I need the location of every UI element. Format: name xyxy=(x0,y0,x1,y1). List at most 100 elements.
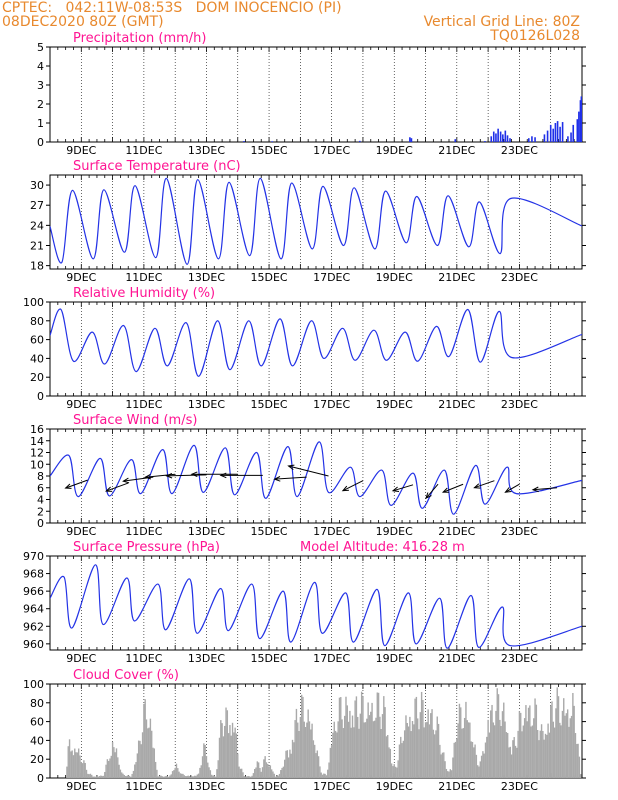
x-tick-label: 17DEC xyxy=(313,144,350,157)
precip-bar xyxy=(531,136,533,142)
wind-arrow-head xyxy=(504,487,512,493)
cloud-bar xyxy=(414,698,416,778)
y-tick-label: 0 xyxy=(37,136,44,149)
cloud-bar xyxy=(427,709,429,778)
cloud-bar xyxy=(432,729,435,778)
wind-arrow xyxy=(474,480,495,489)
cloud-bar xyxy=(523,718,526,778)
cloud-bar xyxy=(388,747,390,778)
cloud-bar xyxy=(148,727,150,778)
cloud-bar xyxy=(503,702,505,778)
cloud-bar xyxy=(513,737,515,778)
precip-bar xyxy=(576,119,579,142)
cloud-bar xyxy=(342,728,345,778)
cloud-bar xyxy=(174,767,176,778)
cloud-bar xyxy=(200,765,202,778)
cloud-bar xyxy=(454,741,457,778)
y-tick-label: 24 xyxy=(30,219,44,232)
precip-bar xyxy=(484,141,486,142)
cloud-bar xyxy=(81,763,84,778)
cloud-bar xyxy=(233,732,235,778)
panel-title: Surface Wind (m/s) xyxy=(73,413,197,428)
cloud-bar xyxy=(518,711,521,778)
cloud-bar xyxy=(439,744,441,778)
cloud-bar xyxy=(158,775,161,778)
cloud-bar xyxy=(437,723,440,778)
cloud-bar xyxy=(156,769,158,778)
cloud-bar xyxy=(548,732,551,778)
cloud-bar xyxy=(218,737,221,778)
precip-bar xyxy=(454,139,457,142)
cloud-bar xyxy=(538,740,540,778)
cloud-bar xyxy=(457,723,459,778)
cloud-bar xyxy=(336,732,338,778)
cloud-bar xyxy=(542,730,544,778)
x-tick-label: 17DEC xyxy=(313,398,350,411)
x-tick-label: 11DEC xyxy=(125,144,162,157)
cloud-bar xyxy=(490,710,492,778)
cloud-bar xyxy=(167,776,170,778)
cloud-bar xyxy=(139,740,141,778)
cloud-bar xyxy=(207,762,209,778)
cloud-bar xyxy=(214,776,217,778)
cloud-bar xyxy=(267,763,269,778)
x-tick-label: 15DEC xyxy=(251,525,288,538)
precip-bar xyxy=(271,141,273,142)
wind-arrow-head xyxy=(64,483,72,489)
x-tick-label: 13DEC xyxy=(188,271,225,284)
precip-bar xyxy=(546,130,549,142)
cloud-bar xyxy=(385,736,388,778)
cloud-bar xyxy=(254,769,256,778)
precip-bar xyxy=(490,136,493,142)
cloud-bar xyxy=(390,763,393,778)
precip-bar xyxy=(561,122,564,142)
cloud-bar xyxy=(419,712,422,778)
cloud-bar xyxy=(250,776,252,778)
cloud-bar xyxy=(277,775,279,778)
cloud-bar xyxy=(111,742,114,778)
cloud-bar xyxy=(420,691,423,778)
cloud-bar xyxy=(190,776,192,778)
panel-1: 18 21 24 27 30 9DEC 11DEC 13DEC 15DEC 17DEC 19DEC 2… xyxy=(30,159,586,284)
cloud-bar xyxy=(216,769,218,778)
cloud-bar xyxy=(407,726,410,778)
cloud-bar xyxy=(527,707,530,778)
precip-bar xyxy=(409,137,411,142)
cloud-bar xyxy=(375,717,377,778)
cloud-bar xyxy=(257,762,260,778)
cloud-bar xyxy=(315,753,317,778)
cloud-bar xyxy=(282,766,285,778)
x-tick-label: 23DEC xyxy=(501,780,538,793)
cloud-bar xyxy=(539,730,541,778)
x-tick-label: 11DEC xyxy=(125,398,162,411)
cloud-bar xyxy=(384,707,386,778)
cloud-bar xyxy=(130,776,132,778)
cloud-bar xyxy=(465,701,467,778)
cloud-bar xyxy=(368,715,371,778)
cloud-bar xyxy=(553,727,556,778)
cloud-bar xyxy=(213,775,215,778)
cloud-bar xyxy=(383,696,385,778)
precip-bar xyxy=(549,124,552,142)
cloud-bar xyxy=(183,775,186,778)
cloud-bar xyxy=(191,776,193,778)
x-tick-label: 23DEC xyxy=(501,271,538,284)
panel-4: 960 962 964 966 968 970 9DEC 11DEC 13DEC 15DEC 17D… xyxy=(23,540,586,665)
wind-arrow xyxy=(532,487,558,491)
cloud-bar xyxy=(268,766,270,778)
y-tick-label: 964 xyxy=(23,603,44,616)
precip-bar xyxy=(552,128,555,142)
cloud-bar xyxy=(93,776,96,778)
cloud-bar xyxy=(284,759,286,778)
wind-arrow-head xyxy=(531,486,539,493)
x-tick-label: 21DEC xyxy=(438,652,475,665)
y-tick-label: 10 xyxy=(30,458,44,471)
cloud-bar xyxy=(418,729,420,778)
cloud-bar xyxy=(556,687,558,778)
precip-bar xyxy=(243,141,245,142)
cloud-bar xyxy=(349,710,351,778)
cloud-bar xyxy=(341,719,343,778)
cloud-bar xyxy=(572,692,574,778)
cloud-bar xyxy=(175,763,178,778)
